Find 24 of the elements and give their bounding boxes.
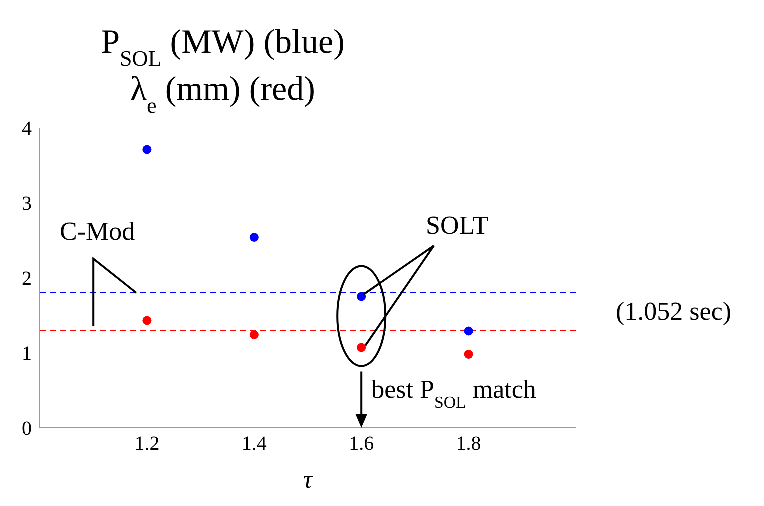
- point: [250, 233, 259, 242]
- x-tick-label: 1.6: [349, 433, 374, 456]
- point: [464, 326, 474, 336]
- x-tick-label: 1.8: [456, 433, 482, 456]
- y-tick-label: 3: [22, 193, 32, 216]
- y-tick-label: 0: [22, 418, 32, 440]
- chart-subtitle: λ$_{e}$ (mm) (red): [130, 71, 316, 118]
- point: [357, 292, 366, 302]
- text: (1.052 sec): [616, 296, 732, 326]
- y-tick-label: 2: [22, 268, 32, 290]
- point: [142, 145, 152, 154]
- annotation: best P$_{SOL}$ match: [372, 375, 536, 412]
- annotation: C-Mod: [60, 217, 136, 246]
- point: [250, 330, 259, 340]
- point: [464, 350, 474, 359]
- x-tick-label: 1.4: [242, 433, 267, 456]
- chart-title: P$_{SOL}$ (MW) (blue): [101, 24, 345, 70]
- annotation: SOLT: [426, 211, 489, 240]
- point: [357, 343, 366, 352]
- x-tick-label: 1.2: [134, 433, 160, 456]
- y-tick-label: 1: [22, 343, 32, 366]
- y-tick-label: 4: [22, 118, 32, 140]
- x-axis-title: τ: [303, 465, 314, 494]
- point: [142, 316, 152, 326]
